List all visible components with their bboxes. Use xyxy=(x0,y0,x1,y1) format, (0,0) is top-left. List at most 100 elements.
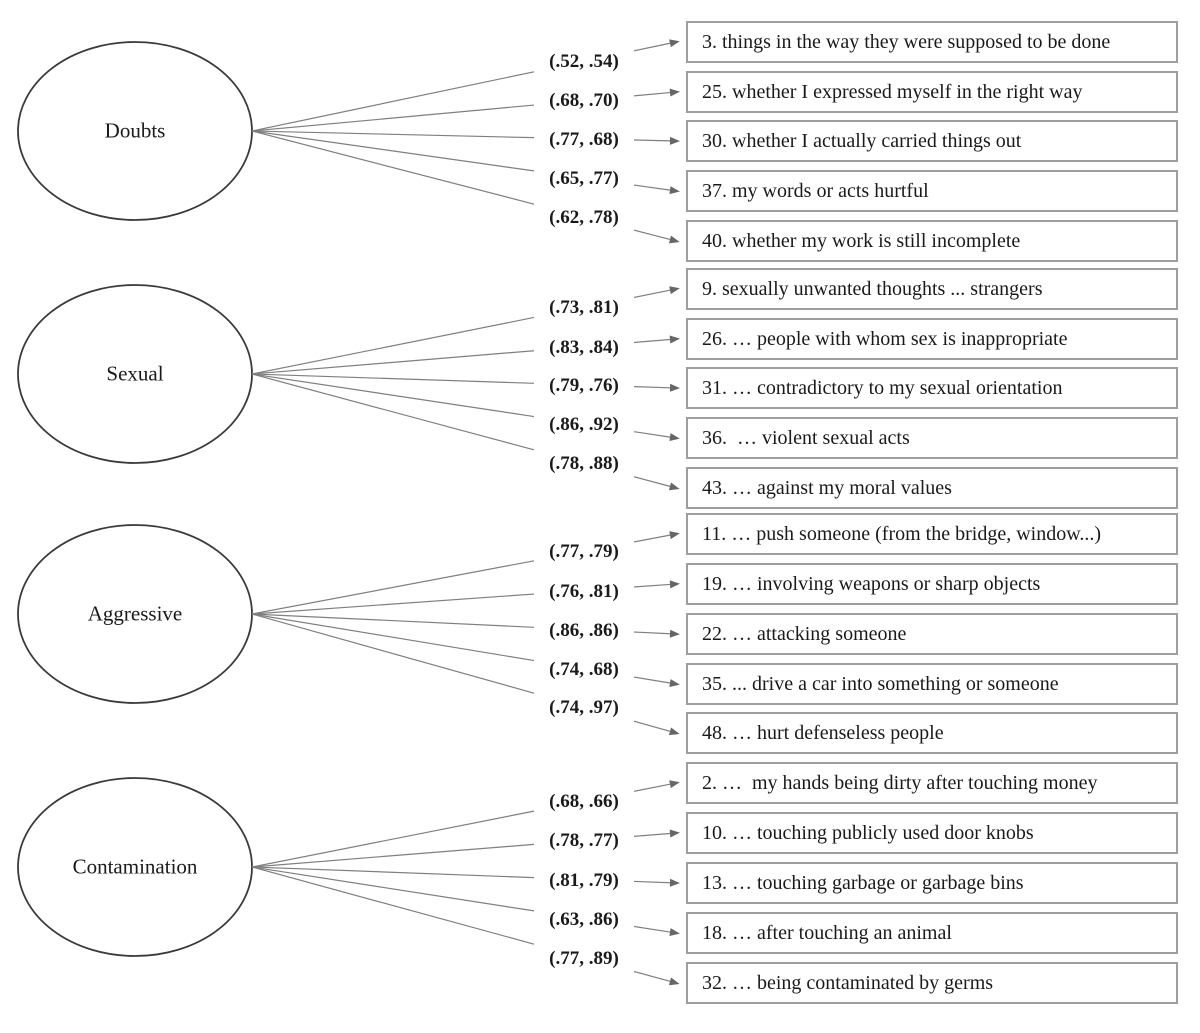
loading-path-line xyxy=(251,843,535,868)
loading-arrow xyxy=(633,335,680,344)
loading-value-label: (.63, .86) xyxy=(549,908,619,930)
loading-value-label: (.62, .78) xyxy=(549,207,619,229)
loading-value-label: (.77, .68) xyxy=(549,128,619,150)
loading-value-label: (.73, .81) xyxy=(549,297,619,319)
loading-value-label: (.68, .66) xyxy=(549,791,619,813)
loading-path-line xyxy=(251,373,535,418)
indicator-label: 36. … violent sexual acts xyxy=(702,427,910,449)
loading-value-label: (.81, .79) xyxy=(549,869,619,891)
indicator-box: 37. my words or acts hurtful xyxy=(686,170,1178,212)
indicator-box: 35. ... drive a car into something or so… xyxy=(686,663,1178,705)
loading-path-line xyxy=(251,866,535,879)
indicator-label: 31. … contradictory to my sexual orienta… xyxy=(702,377,1063,399)
indicator-box: 10. … touching publicly used door knobs xyxy=(686,812,1178,854)
loading-value-label: (.78, .77) xyxy=(549,830,619,852)
indicator-box: 31. … contradictory to my sexual orienta… xyxy=(686,367,1178,409)
loading-arrow xyxy=(633,383,680,392)
loading-path-line xyxy=(251,104,535,132)
indicator-label: 10. … touching publicly used door knobs xyxy=(702,822,1034,844)
loading-path-line xyxy=(251,810,535,868)
indicator-label: 19. … involving weapons or sharp objects xyxy=(702,573,1041,595)
indicator-box: 25. whether I expressed myself in the ri… xyxy=(686,71,1178,113)
indicator-box: 19. … involving weapons or sharp objects xyxy=(686,563,1178,605)
indicator-label: 2. … my hands being dirty after touching… xyxy=(702,772,1098,794)
indicator-label: 35. ... drive a car into something or so… xyxy=(702,673,1059,695)
loading-value-label: (.79, .76) xyxy=(549,374,619,396)
loading-path-line xyxy=(251,560,535,615)
loading-path-line xyxy=(251,350,535,375)
indicator-label: 26. … people with whom sex is inappropri… xyxy=(702,328,1068,350)
loading-arrow xyxy=(633,184,680,195)
loading-path-line xyxy=(251,71,535,132)
loading-arrow xyxy=(633,970,680,986)
indicator-label: 3. things in the way they were supposed … xyxy=(702,31,1111,53)
indicator-label: 37. my words or acts hurtful xyxy=(702,180,929,202)
loading-arrow xyxy=(633,39,680,52)
loading-path-line xyxy=(251,130,535,205)
indicator-label: 30. whether I actually carried things ou… xyxy=(702,130,1022,152)
loading-value-label: (.52, .54) xyxy=(549,51,619,73)
loading-arrow xyxy=(633,878,680,887)
loading-path-line xyxy=(251,866,535,912)
loading-arrow xyxy=(633,229,680,244)
loading-path-line xyxy=(251,130,535,139)
loading-value-label: (.78, .88) xyxy=(549,453,619,475)
indicator-label: 18. … after touching an animal xyxy=(702,922,952,944)
loading-value-label: (.83, .84) xyxy=(549,336,619,358)
indicator-box: 3. things in the way they were supposed … xyxy=(686,21,1178,63)
indicator-label: 43. … against my moral values xyxy=(702,477,952,499)
loading-value-label: (.74, .97) xyxy=(549,697,619,719)
loading-value-label: (.68, .70) xyxy=(549,90,619,112)
loading-arrow xyxy=(633,286,680,299)
loading-path-line xyxy=(251,373,535,384)
indicator-box: 40. whether my work is still incomplete xyxy=(686,220,1178,262)
indicator-box: 18. … after touching an animal xyxy=(686,912,1178,954)
indicator-label: 25. whether I expressed myself in the ri… xyxy=(702,81,1083,103)
indicator-label: 13. … touching garbage or garbage bins xyxy=(702,872,1024,894)
loading-value-label: (.65, .77) xyxy=(549,167,619,189)
loading-arrow xyxy=(633,676,680,687)
loading-value-label: (.77, .79) xyxy=(549,541,619,563)
factor-label-contamination: Contamination xyxy=(72,854,198,879)
indicator-box: 22. … attacking someone xyxy=(686,613,1178,655)
factor-label-sexual: Sexual xyxy=(106,361,164,386)
loading-path-line xyxy=(251,613,535,662)
loading-arrow xyxy=(633,580,680,589)
loading-value-label: (.77, .89) xyxy=(549,947,619,969)
loading-arrow xyxy=(633,720,680,736)
loading-path-line xyxy=(251,866,535,945)
indicator-label: 11. … push someone (from the bridge, win… xyxy=(702,523,1102,545)
factor-label-aggressive: Aggressive xyxy=(87,601,183,626)
loading-path-line xyxy=(251,130,535,172)
indicator-label: 22. … attacking someone xyxy=(702,623,907,645)
loading-arrow xyxy=(633,531,680,543)
indicator-box: 2. … my hands being dirty after touching… xyxy=(686,762,1178,804)
loading-path-line xyxy=(251,613,535,628)
loading-path-line xyxy=(251,373,535,451)
loading-arrow xyxy=(633,431,680,442)
indicator-box: 9. sexually unwanted thoughts ... strang… xyxy=(686,268,1178,310)
indicator-box: 36. … violent sexual acts xyxy=(686,417,1178,459)
loading-arrow xyxy=(633,88,680,97)
indicator-box: 26. … people with whom sex is inappropri… xyxy=(686,318,1178,360)
indicator-box: 48. … hurt defenseless people xyxy=(686,712,1178,754)
loading-arrow xyxy=(633,136,680,145)
loading-value-label: (.86, .92) xyxy=(549,414,619,436)
loading-value-label: (.74, .68) xyxy=(549,658,619,680)
indicator-label: 40. whether my work is still incomplete xyxy=(702,230,1021,252)
indicator-box: 11. … push someone (from the bridge, win… xyxy=(686,513,1178,555)
loading-path-line xyxy=(251,316,535,375)
loading-arrow xyxy=(633,925,680,937)
loading-arrow xyxy=(633,780,680,792)
loading-arrow xyxy=(633,629,680,638)
indicator-label: 48. … hurt defenseless people xyxy=(702,722,944,744)
indicator-box: 30. whether I actually carried things ou… xyxy=(686,120,1178,162)
indicator-box: 32. … being contaminated by germs xyxy=(686,962,1178,1004)
loading-arrow xyxy=(633,829,680,838)
loading-arrow xyxy=(633,476,680,491)
loading-path-line xyxy=(251,593,535,615)
loading-value-label: (.86, .86) xyxy=(549,619,619,641)
factor-label-doubts: Doubts xyxy=(104,118,166,143)
indicator-label: 32. … being contaminated by germs xyxy=(702,972,994,994)
